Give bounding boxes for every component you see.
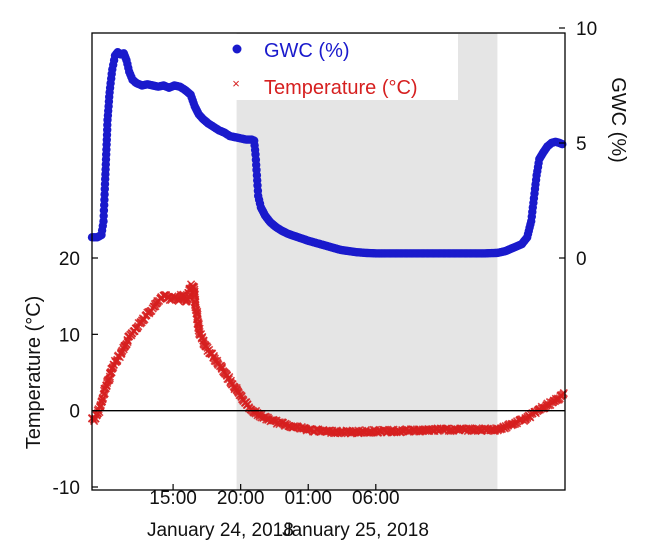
temperature-point bbox=[117, 349, 126, 358]
gwc-axis-title: GWC (%) bbox=[607, 77, 629, 163]
axes: 10 5 0 20 10 0 -10 15:00 20:00 01:00 06:00 January … bbox=[23, 19, 629, 541]
gwc-tick-label: 10 bbox=[576, 19, 597, 40]
date-label: January 25, 2018 bbox=[282, 520, 429, 541]
shaded-period bbox=[236, 33, 498, 490]
series-points bbox=[87, 48, 568, 438]
x-tick-label: 15:00 bbox=[149, 488, 197, 509]
temperature-point bbox=[559, 388, 568, 398]
plot-frame bbox=[91, 32, 566, 491]
legend-item-temperature: × Temperature (°C) bbox=[232, 76, 417, 99]
temperature-tick-label: -10 bbox=[53, 478, 80, 499]
legend: GWC (%) × Temperature (°C) bbox=[232, 40, 417, 99]
x-tick-label: 20:00 bbox=[217, 488, 265, 509]
x-tick-label: 06:00 bbox=[352, 488, 400, 509]
gwc-tick-label: 5 bbox=[576, 134, 587, 155]
legend-gwc-label: GWC (%) bbox=[264, 40, 350, 62]
date-label: January 24, 2018 bbox=[147, 520, 294, 541]
temperature-tick-label: 20 bbox=[59, 249, 80, 270]
temperature-axis-title: Temperature (°C) bbox=[23, 296, 45, 450]
legend-gwc-marker bbox=[232, 44, 242, 54]
x-tick-label: 01:00 bbox=[284, 488, 332, 509]
legend-item-gwc: GWC (%) bbox=[232, 40, 350, 62]
legend-temperature-label: Temperature (°C) bbox=[264, 77, 418, 99]
legend-temperature-marker: × bbox=[232, 76, 240, 91]
legend-mask bbox=[222, 34, 458, 100]
temperature-tick-label: 10 bbox=[59, 325, 80, 346]
temperature-point bbox=[109, 362, 118, 372]
temperature-tick-label: 0 bbox=[69, 402, 80, 423]
gwc-tick-label: 0 bbox=[576, 249, 587, 270]
